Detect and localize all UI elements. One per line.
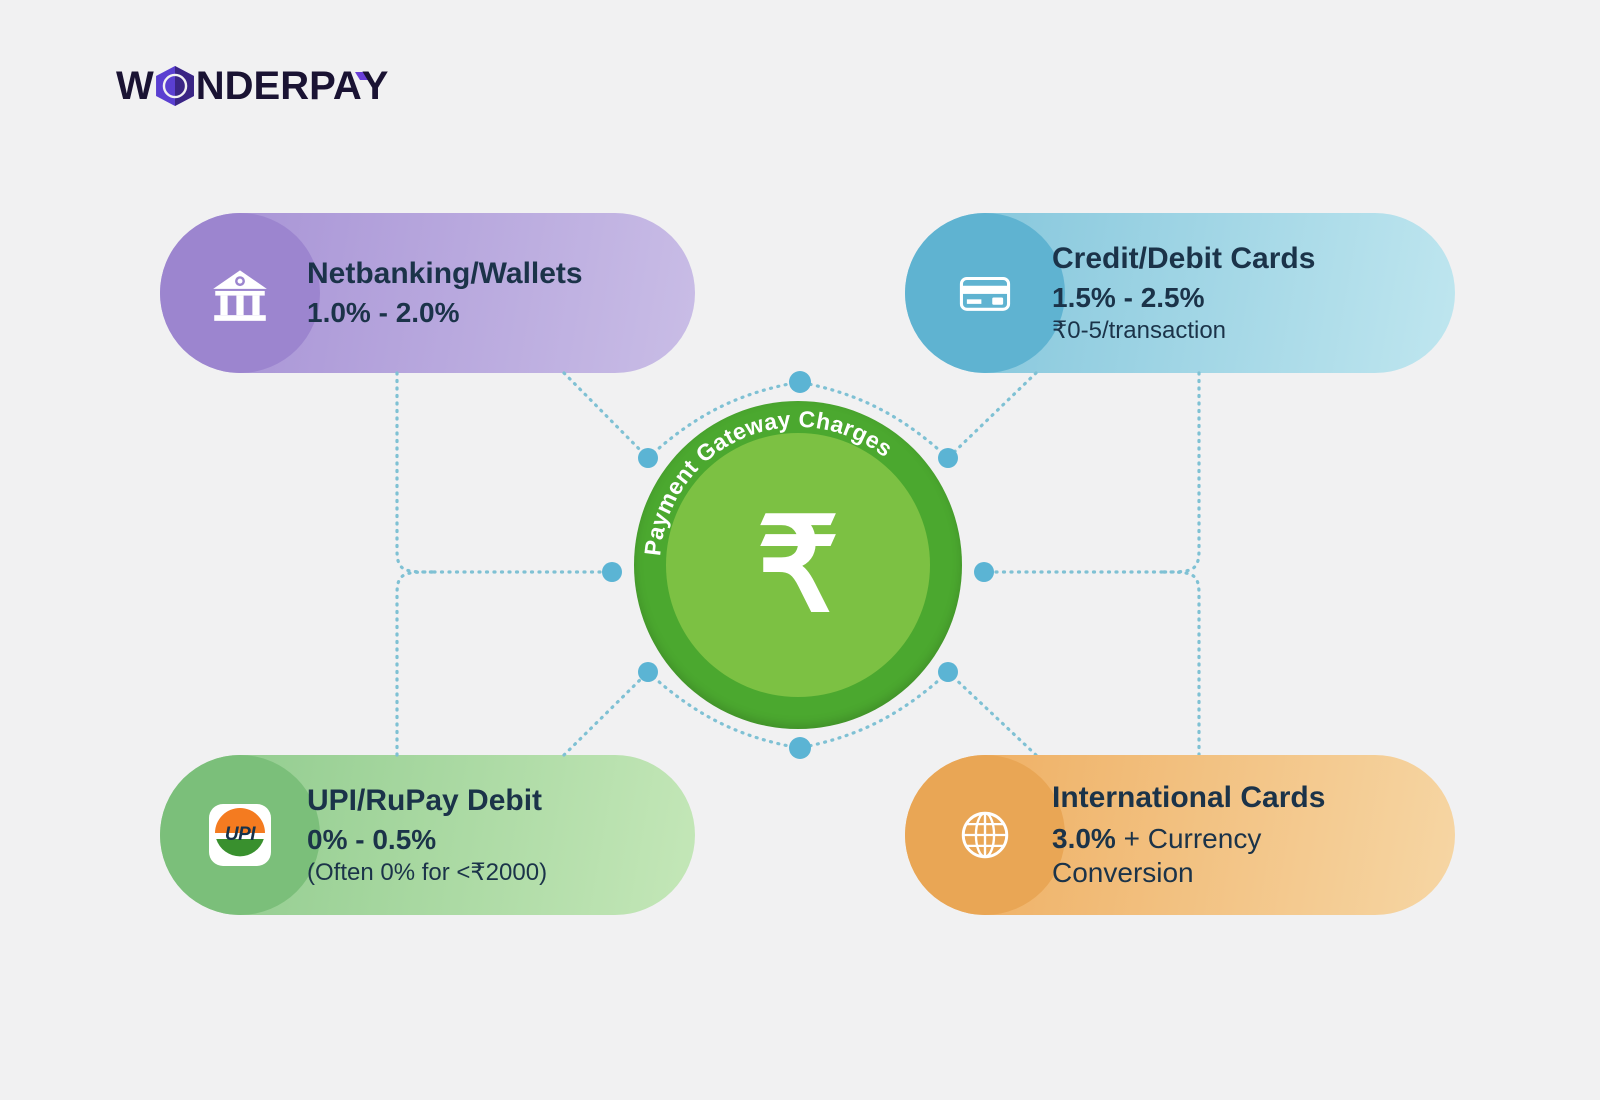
svg-text:Payment Gateway Charges: Payment Gateway Charges <box>639 406 898 557</box>
